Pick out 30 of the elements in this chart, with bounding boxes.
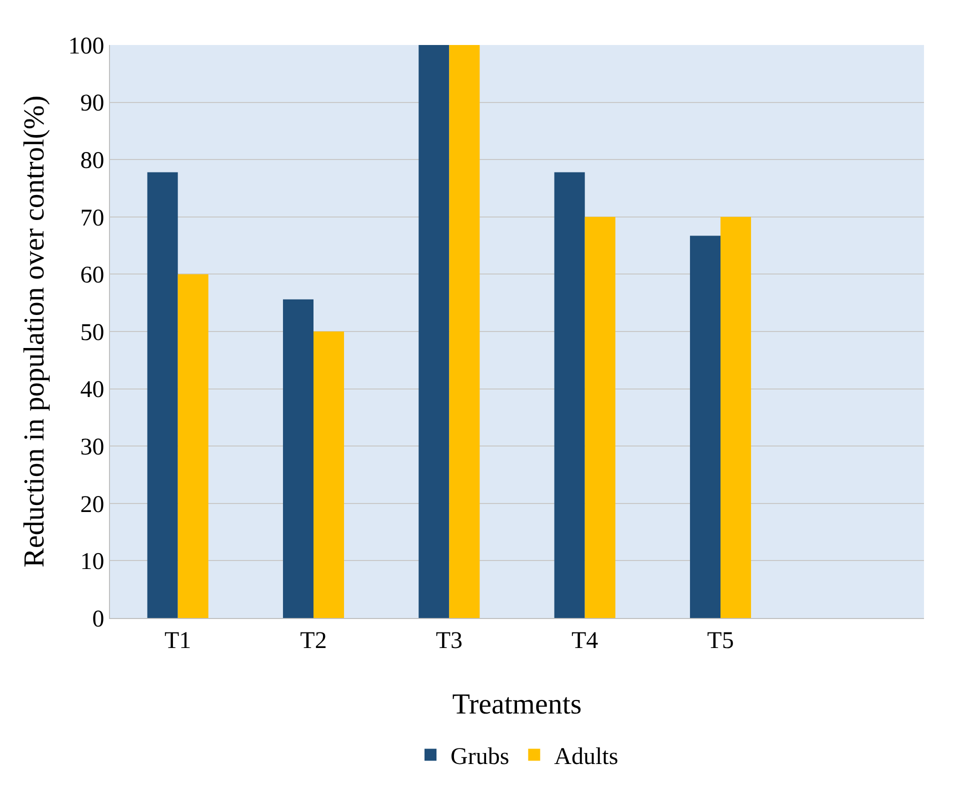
bar <box>314 332 344 618</box>
y-tick-label: 90 <box>80 90 104 117</box>
bar <box>418 45 450 618</box>
y-tick-label: 60 <box>80 262 104 289</box>
bar <box>282 299 314 618</box>
legend-label: Adults <box>554 744 618 770</box>
x-tick-label: T4 <box>571 628 598 654</box>
y-tick-label: 70 <box>80 205 104 232</box>
bar <box>584 216 616 618</box>
y-tick-label: 10 <box>80 549 104 576</box>
y-tick-label: 50 <box>80 320 104 346</box>
bar <box>178 274 208 618</box>
bar <box>554 172 585 618</box>
bar <box>147 172 178 618</box>
y-tick-label: 30 <box>80 434 104 460</box>
x-tick-label: T3 <box>436 628 463 654</box>
bar <box>449 45 480 618</box>
y-tick-label: 100 <box>68 33 104 60</box>
y-axis-title: Reduction in population over control(%) <box>18 96 51 568</box>
y-tick-label: 40 <box>80 377 104 404</box>
bar <box>720 216 752 618</box>
bar <box>690 236 720 618</box>
x-tick-label: T5 <box>707 628 734 654</box>
y-tick-label: 0 <box>92 606 104 632</box>
legend-label: Grubs <box>450 744 510 770</box>
x-axis-title: Treatments <box>452 688 582 721</box>
x-tick-label: T1 <box>164 628 192 654</box>
y-tick-label: 20 <box>80 492 104 518</box>
y-tick-label: 80 <box>80 148 104 174</box>
x-tick-label: T2 <box>300 628 327 654</box>
